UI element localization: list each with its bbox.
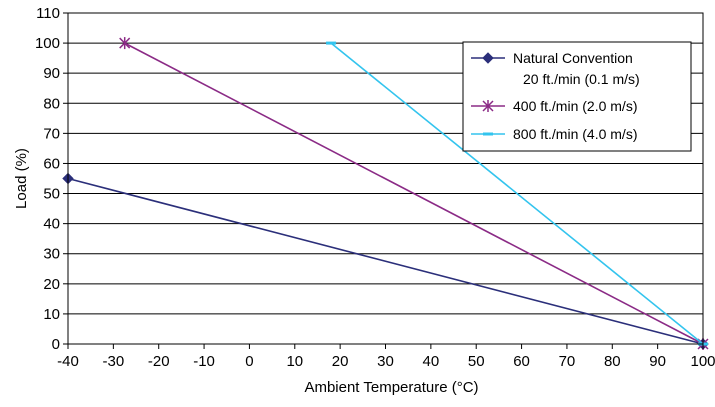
legend-label: 800 ft./min (4.0 m/s) <box>513 126 637 142</box>
x-axis-title: Ambient Temperature (°C) <box>304 379 478 396</box>
axes: 0 10 20 30 40 50 60 70 80 90 100 110 -40 -30 -20 -10 0 10… <box>13 5 715 396</box>
x-tick-label: 30 <box>377 353 394 370</box>
x-tick-label: -30 <box>103 353 125 370</box>
legend-label: 400 ft./min (2.0 m/s) <box>513 98 637 114</box>
y-axis-title: Load (%) <box>13 148 30 209</box>
x-tick-label: 60 <box>513 353 530 370</box>
legend-entry-2: 800 ft./min (4.0 m/s) <box>471 126 637 142</box>
y-tick-label: 60 <box>43 155 60 172</box>
x-tick-label: 10 <box>286 353 303 370</box>
y-tick-label: 70 <box>43 125 60 142</box>
x-tick-label: 100 <box>690 353 715 370</box>
series-line-0 <box>67 177 704 345</box>
x-tick-label: 20 <box>332 353 349 370</box>
legend-entry-1: 400 ft./min (2.0 m/s) <box>471 98 637 114</box>
x-tick-label: 70 <box>559 353 576 370</box>
x-tick-label: 90 <box>649 353 666 370</box>
series-2-point <box>326 41 337 45</box>
y-tick-label: 80 <box>43 95 60 112</box>
x-tick-label: -10 <box>193 353 215 370</box>
x-tick-label: 80 <box>604 353 621 370</box>
y-tick-label: 20 <box>43 276 60 293</box>
x-tick-label: 40 <box>423 353 440 370</box>
x-tick-label: 0 <box>245 353 253 370</box>
legend-label: Natural Convention <box>513 50 633 66</box>
y-tick-label: 50 <box>43 186 60 203</box>
series-line-2 <box>330 42 704 345</box>
y-tick-label: 40 <box>43 216 60 233</box>
x-tick-label: -40 <box>57 353 79 370</box>
x-tick-label: 50 <box>468 353 485 370</box>
legend-marker <box>482 52 494 64</box>
y-tick-label: 100 <box>35 35 60 52</box>
series-line-1 <box>124 42 704 345</box>
y-tick-label: 30 <box>43 246 60 263</box>
y-tick-label: 90 <box>43 65 60 82</box>
legend-box <box>462 41 692 152</box>
legend-entry-0: Natural Convention 20 ft./min (0.1 m/s) <box>471 50 640 87</box>
y-tick-label: 110 <box>36 5 60 22</box>
series-1-point <box>119 37 131 50</box>
legend-marker <box>482 100 494 112</box>
y-tick-label: 10 <box>43 306 60 323</box>
legend-marker <box>483 132 493 136</box>
legend: Natural Convention 20 ft./min (0.1 m/s) 40… <box>462 41 692 152</box>
x-tick-label: -20 <box>148 353 170 370</box>
y-tick-label: 0 <box>52 336 60 353</box>
legend-label: 20 ft./min (0.1 m/s) <box>523 71 640 87</box>
